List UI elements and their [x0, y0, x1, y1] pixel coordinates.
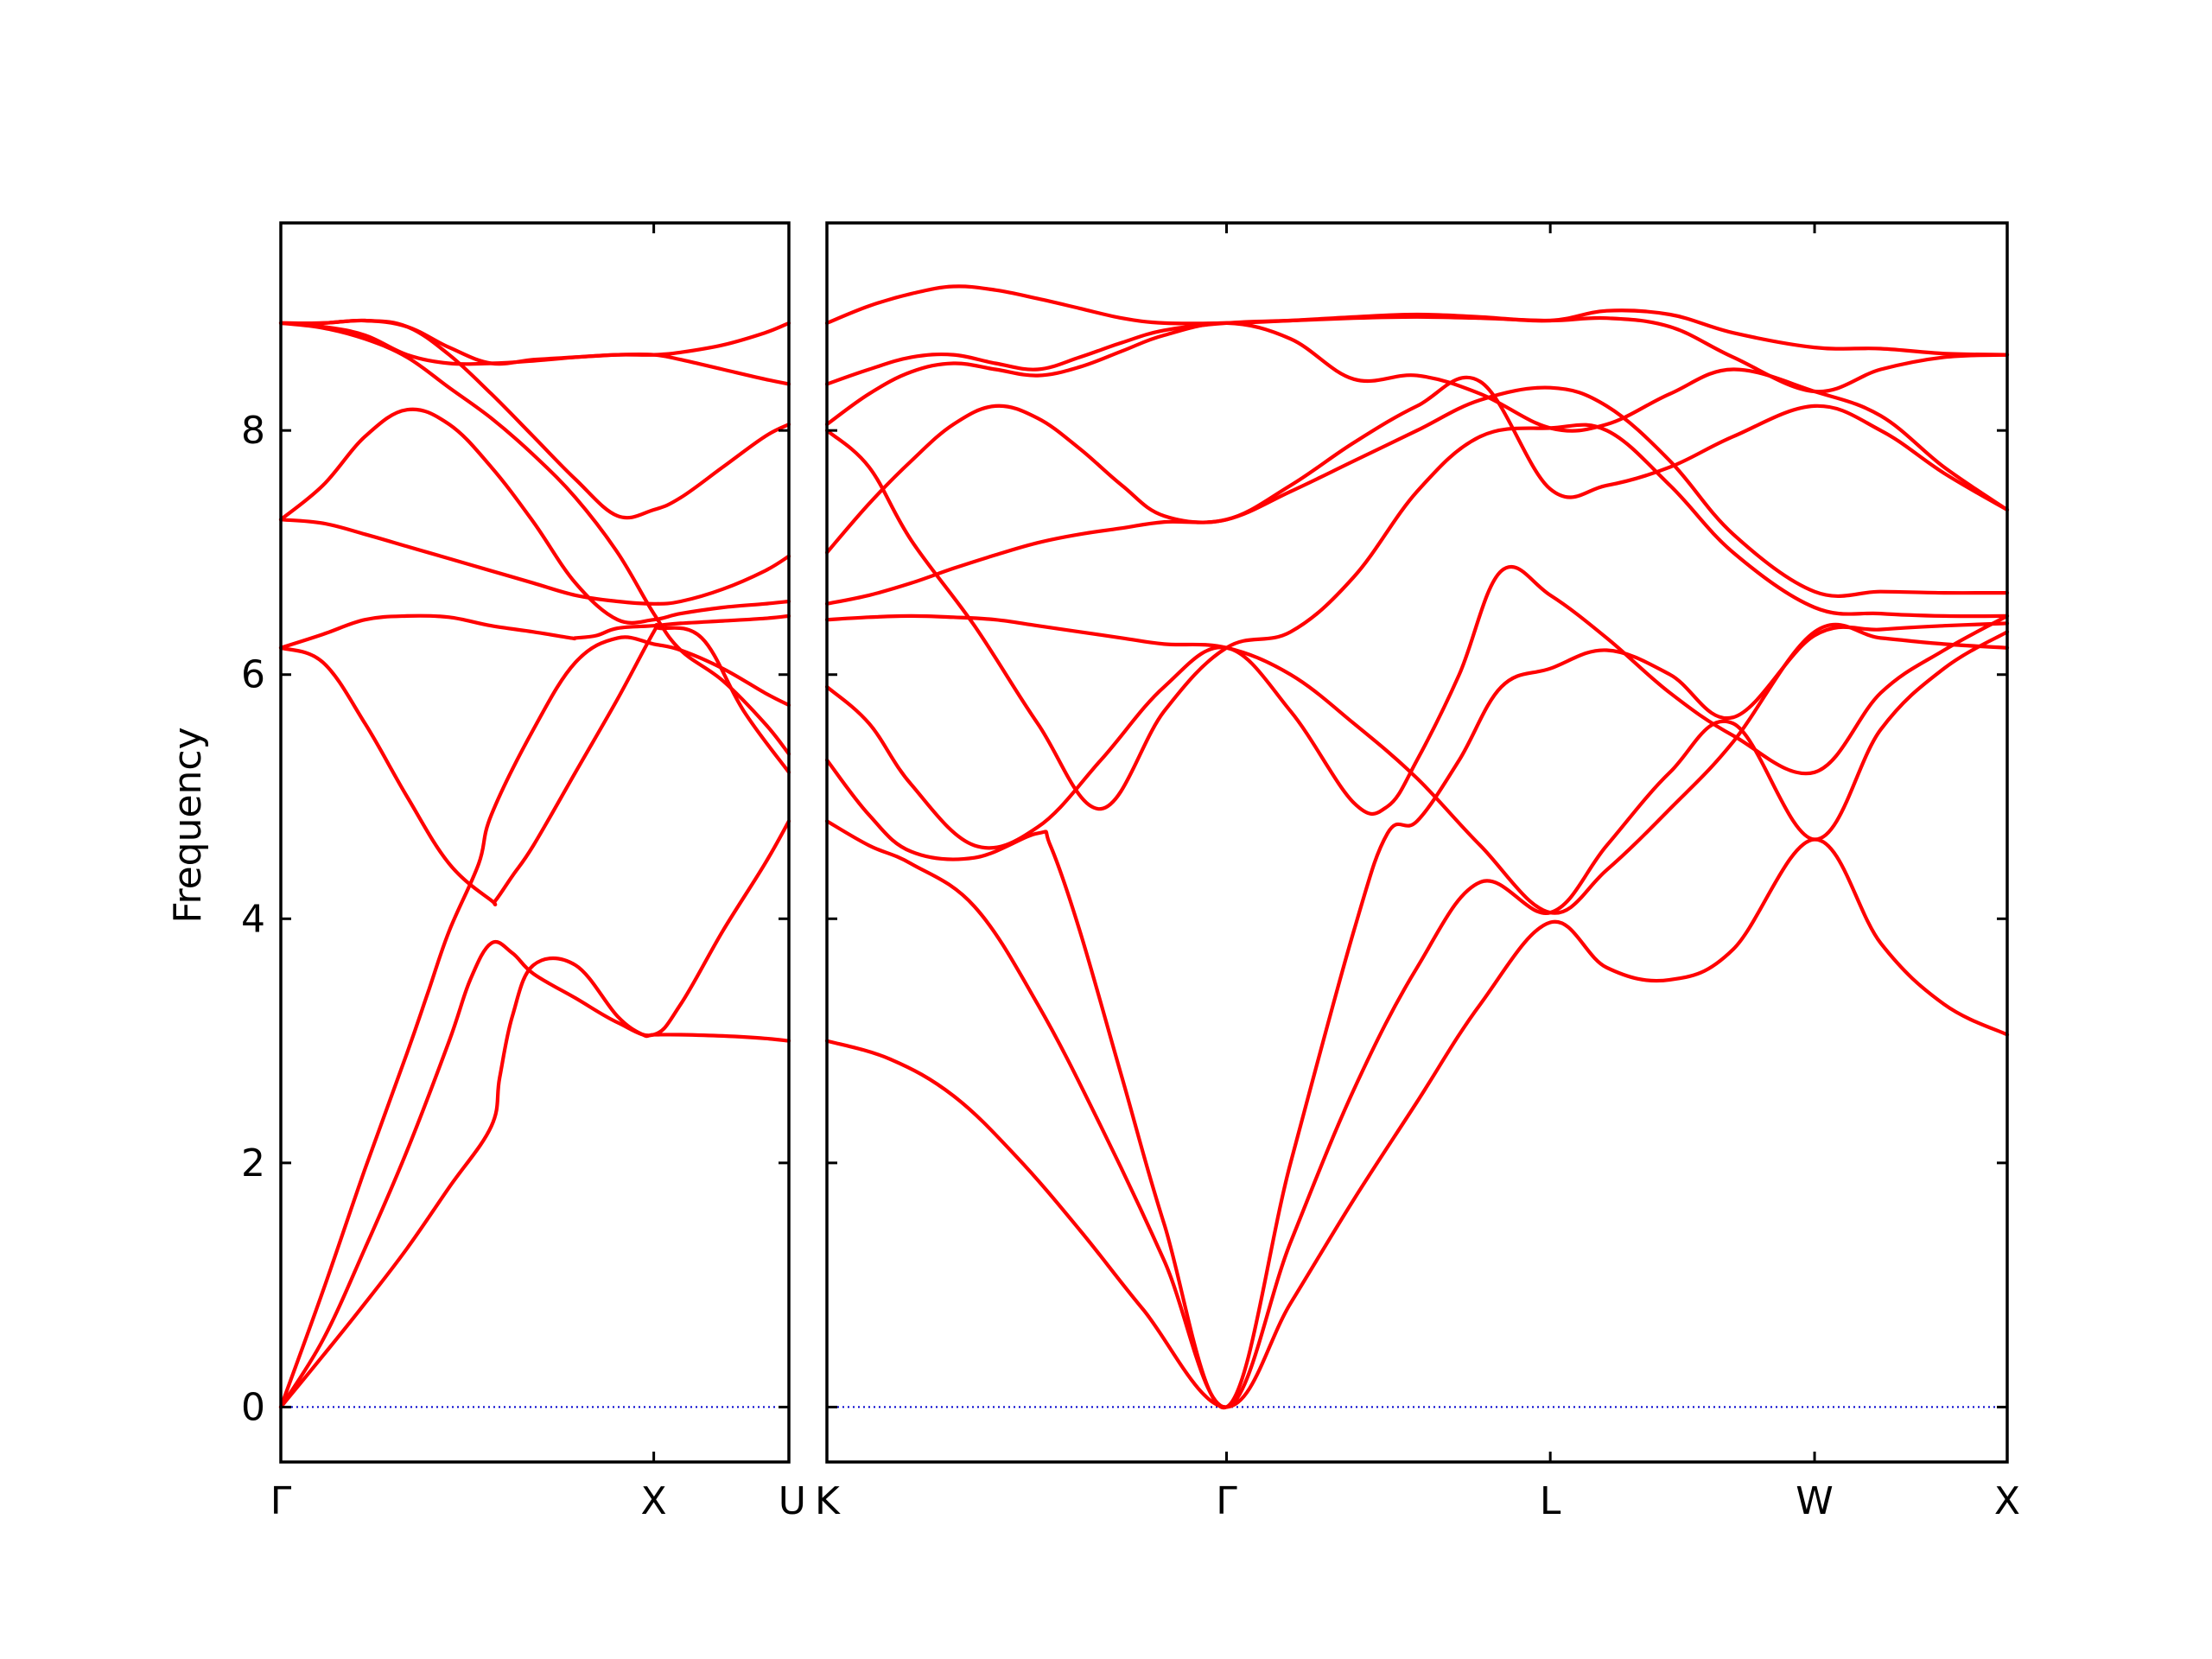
x-tick-label: U	[779, 1479, 806, 1523]
band-line-right-11	[824, 284, 2010, 357]
band-line-right-2	[824, 630, 2010, 1409]
left-panel: 0 2 4 6 8 Γ X U	[241, 221, 806, 1523]
band-line-right-4	[824, 564, 2010, 850]
left-panel-frame	[279, 221, 791, 1464]
band-line-left-10	[278, 318, 791, 520]
band-line-left-6	[278, 518, 791, 606]
band-line-left-11	[278, 318, 791, 366]
band-line-left-5	[278, 613, 791, 650]
band-line-left-2	[278, 819, 791, 1409]
band-line-right-6	[824, 385, 2010, 606]
x-tick-label: Γ	[1216, 1479, 1237, 1523]
x-tick-label: K	[815, 1479, 841, 1523]
x-tick-label: X	[1994, 1479, 2020, 1523]
band-line-right-5	[824, 613, 2010, 915]
band-line-left-4	[278, 635, 791, 1409]
y-tick-label: 4	[241, 897, 265, 941]
x-tick-label: X	[641, 1479, 667, 1523]
y-tick-label: 6	[241, 653, 265, 697]
y-tick-label: 0	[241, 1385, 265, 1429]
right-panel-frame	[825, 221, 2009, 1464]
x-tick-label: W	[1796, 1479, 1834, 1523]
band-line-right-3	[824, 621, 2010, 1410]
band-line-left-8	[278, 321, 791, 756]
band-line-left-1	[278, 956, 791, 1409]
band-line-left-3	[278, 623, 791, 906]
band-line-left-9	[278, 321, 791, 386]
band-line-right-1	[824, 837, 2010, 1409]
y-tick-label: 8	[241, 409, 265, 453]
x-tick-label: Γ	[270, 1479, 292, 1523]
band-line-right-10	[824, 315, 2010, 394]
band-line-right-7	[824, 375, 2010, 555]
x-tick-label: L	[1540, 1479, 1561, 1523]
band-line-right-9	[824, 321, 2010, 512]
band-line-left-7	[278, 407, 791, 625]
y-axis-title: Frequency	[166, 727, 210, 923]
band-line-right-8	[824, 423, 2010, 811]
y-tick-label: 2	[241, 1141, 265, 1185]
